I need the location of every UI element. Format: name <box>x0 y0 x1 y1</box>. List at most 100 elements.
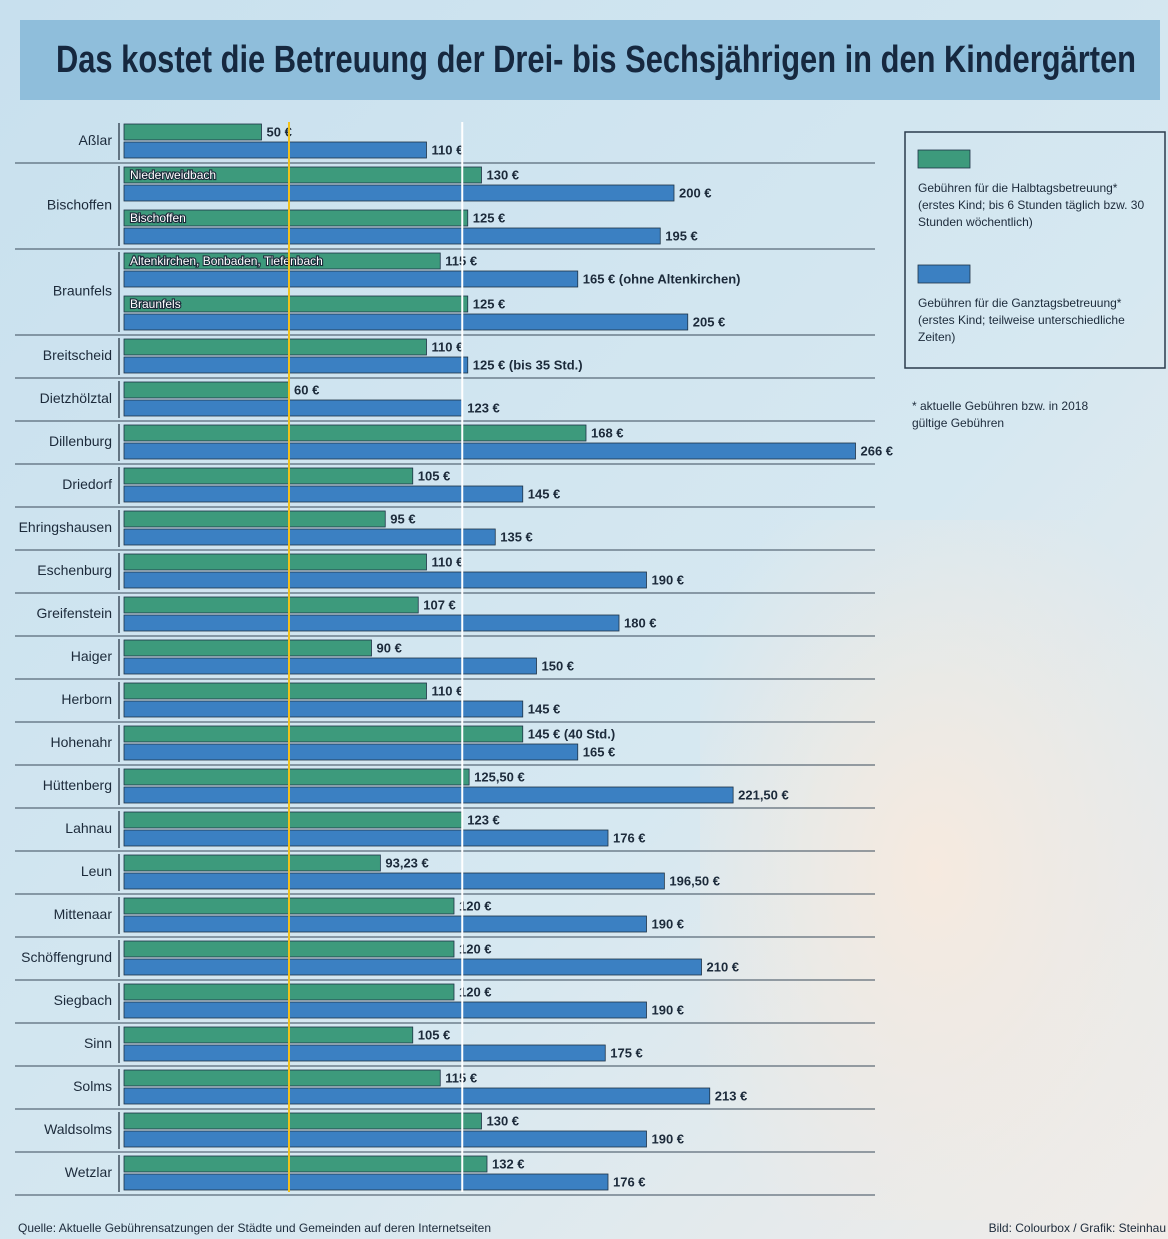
bar <box>123 682 427 700</box>
value-label: 200 € <box>679 185 712 200</box>
value-label: 205 € <box>693 314 726 329</box>
value-label: 190 € <box>652 1131 685 1146</box>
value-label: 123 € <box>467 400 500 415</box>
category-label: Hohenahr <box>51 734 113 750</box>
category-label: Eschenburg <box>37 562 112 578</box>
category-label: Bischoffen <box>47 197 112 213</box>
bar <box>123 829 609 847</box>
legend-swatch <box>917 149 971 169</box>
value-label: 125 € <box>473 210 506 225</box>
value-label: 145 € (40 Std.) <box>528 726 615 741</box>
bar <box>123 854 381 872</box>
bar <box>123 1087 711 1105</box>
bar <box>123 571 647 589</box>
credit: Bild: Colourbox / Grafik: Steinhau <box>989 1221 1166 1235</box>
category-label: Aßlar <box>79 132 113 148</box>
value-label: 110 € <box>432 683 464 698</box>
value-label: 130 € <box>487 167 520 182</box>
bar <box>123 743 579 761</box>
bar <box>123 1026 414 1044</box>
category-label: Driedorf <box>62 476 112 492</box>
bar <box>123 485 524 503</box>
bar <box>123 1044 606 1062</box>
value-label: 95 € <box>390 511 415 526</box>
bar <box>123 313 689 331</box>
value-label: 120 € <box>459 941 492 956</box>
bar <box>123 209 469 227</box>
bar <box>123 614 620 632</box>
bar <box>123 338 427 356</box>
legend-box <box>904 131 1166 369</box>
value-label: 176 € <box>613 1174 646 1189</box>
bar <box>123 725 524 743</box>
category-label: Ehringshausen <box>19 519 112 535</box>
value-label: 213 € <box>715 1088 748 1103</box>
bar <box>123 915 647 933</box>
value-label: 50 € <box>267 124 292 139</box>
value-label: 210 € <box>707 959 740 974</box>
bar <box>123 227 661 245</box>
value-label: 168 € <box>591 425 624 440</box>
value-label: 165 € <box>583 744 616 759</box>
bar <box>123 184 675 202</box>
value-label: 132 € <box>492 1156 525 1171</box>
category-label: Dillenburg <box>49 433 112 449</box>
sub-label: Braunfels <box>130 297 181 311</box>
value-label: 190 € <box>652 572 685 587</box>
value-label: 145 € <box>528 701 561 716</box>
bar <box>123 123 262 141</box>
legend-description: (erstes Kind; teilweise unterschiedliche… <box>918 313 1125 344</box>
bar <box>123 657 537 675</box>
value-label: 60 € <box>294 382 319 397</box>
bar <box>123 786 734 804</box>
value-label: 110 € <box>432 142 464 157</box>
bar <box>123 252 441 270</box>
bar <box>123 356 469 374</box>
bar <box>123 553 427 571</box>
value-label: 125 € <box>473 296 506 311</box>
sub-label: Bischoffen <box>130 211 186 225</box>
value-label: 105 € <box>418 468 451 483</box>
bar <box>123 1069 441 1087</box>
legend-description: (erstes Kind; bis 6 Stunden täglich bzw.… <box>918 198 1145 229</box>
bar <box>123 528 496 546</box>
value-label: 125,50 € <box>474 769 525 784</box>
category-label: Schöffengrund <box>21 949 112 965</box>
value-label: 195 € <box>665 228 698 243</box>
chart-title: Das kostet die Betreuung der Drei- bis S… <box>56 39 1136 81</box>
category-label: Lahnau <box>65 820 112 836</box>
value-label: 150 € <box>542 658 575 673</box>
value-label: 93,23 € <box>385 855 428 870</box>
bar <box>123 381 290 399</box>
value-label: 120 € <box>459 984 492 999</box>
bar <box>123 399 463 417</box>
bar <box>123 295 469 313</box>
bar <box>123 872 665 890</box>
source: Quelle: Aktuelle Gebührensatzungen der S… <box>18 1221 491 1235</box>
title-band <box>20 20 1160 100</box>
bar <box>123 639 372 657</box>
value-label: 135 € <box>500 529 533 544</box>
value-label: 110 € <box>432 339 464 354</box>
value-label: 107 € <box>423 597 456 612</box>
legend-label: Gebühren für die Halbtagsbetreuung* <box>918 181 1118 195</box>
value-label: 110 € <box>432 554 464 569</box>
category-label: Herborn <box>61 691 112 707</box>
value-label: 180 € <box>624 615 657 630</box>
value-label: 115 € <box>445 1070 477 1085</box>
value-label: 105 € <box>418 1027 451 1042</box>
sub-label: Niederweidbach <box>130 168 216 182</box>
value-label: 221,50 € <box>738 787 789 802</box>
value-label: 90 € <box>377 640 402 655</box>
bar <box>123 768 470 786</box>
bar <box>123 270 579 288</box>
category-label: Greifenstein <box>37 605 112 621</box>
category-label: Dietzhölztal <box>40 390 112 406</box>
bar <box>123 1112 482 1130</box>
value-label: 176 € <box>613 830 646 845</box>
value-label: 145 € <box>528 486 561 501</box>
value-label: 266 € <box>861 443 894 458</box>
category-label: Siegbach <box>54 992 112 1008</box>
